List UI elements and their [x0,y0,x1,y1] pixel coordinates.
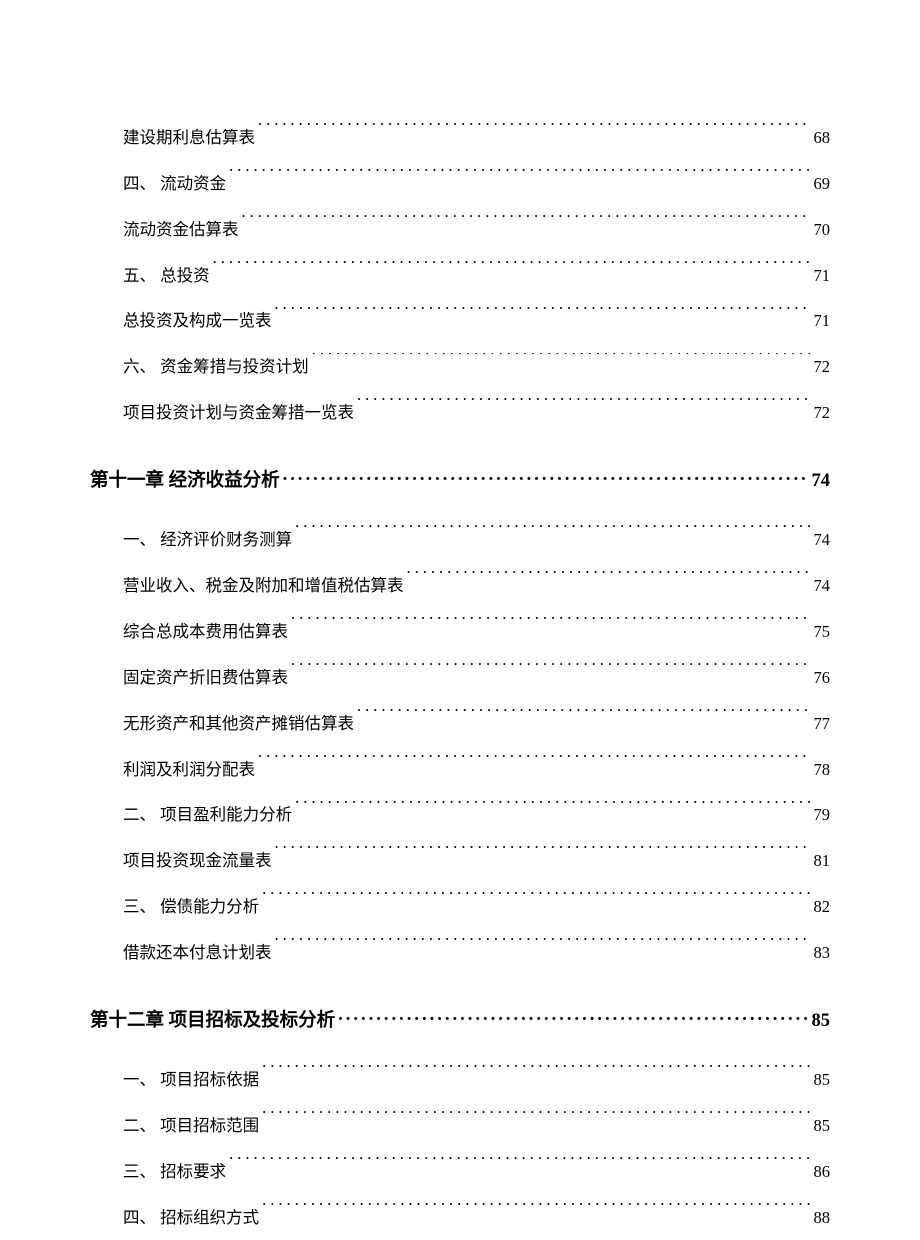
toc-page-number: 79 [814,792,831,838]
toc-entry: 四、 流动资金 69 [90,161,830,207]
toc-entry: 一、 项目招标依据 85 [90,1057,830,1103]
toc-page-number: 71 [814,298,831,344]
toc-entry-label: 一、 项目招标依据 [123,1057,259,1103]
toc-entry: 项目投资计划与资金筹措一览表 72 [90,390,830,436]
toc-entry: 流动资金估算表 70 [90,207,830,253]
toc-entry-label: 六、 资金筹措与投资计划 [123,344,309,390]
toc-page-number: 72 [814,344,831,390]
toc-page-number: 70 [814,207,831,253]
toc-entry: 三、 招标要求 86 [90,1149,830,1195]
toc-page-number: 75 [814,609,831,655]
toc-leader [357,709,811,729]
toc-leader [275,307,811,327]
toc-entry: 综合总成本费用估算表 75 [90,609,830,655]
toc-entry: 五、 总投资 71 [90,253,830,299]
toc-page-number: 85 [814,1057,831,1103]
toc-page-number: 74 [812,471,831,492]
toc-leader [407,571,811,591]
toc-page-number: 77 [814,701,831,747]
toc-entry-label: 五、 总投资 [123,253,210,299]
toc-entry-label: 项目投资现金流量表 [123,838,272,884]
toc-entry: 利润及利润分配表 78 [90,747,830,793]
toc-leader [258,755,811,775]
toc-entry-label: 建设期利息估算表 [123,115,255,161]
table-of-contents: 建设期利息估算表68四、 流动资金69流动资金估算表70五、 总投资71总投资及… [90,115,830,1240]
toc-entry: 营业收入、税金及附加和增值税估算表 74 [90,563,830,609]
toc-entry: 二、 项目招标范围 85 [90,1103,830,1149]
toc-entry-label: 利润及利润分配表 [123,747,255,793]
toc-leader [275,938,811,958]
toc-page-number: 88 [814,1195,831,1240]
toc-entry-label: 流动资金估算表 [123,207,239,253]
toc-entry-label: 项目投资计划与资金筹措一览表 [123,390,354,436]
toc-page-number: 69 [814,161,831,207]
toc-entry-label: 三、 偿债能力分析 [123,884,259,930]
toc-page-number: 68 [814,115,831,161]
toc-page-number: 74 [814,563,831,609]
toc-entry-label: 固定资产折旧费估算表 [123,655,288,701]
toc-leader [295,801,810,821]
toc-entry-label: 借款还本付息计划表 [123,930,272,976]
toc-leader [229,169,810,189]
toc-entry-label: 二、 项目招标范围 [123,1103,259,1149]
toc-leader [291,617,811,637]
toc-leader [262,1203,810,1223]
toc-entry: 三、 偿债能力分析 82 [90,884,830,930]
toc-leader [357,398,811,418]
toc-page-number: 72 [814,390,831,436]
toc-leader [291,663,811,683]
toc-entry-label: 一、 经济评价财务测算 [123,517,292,563]
toc-page-number: 78 [814,747,831,793]
toc-leader [262,892,810,912]
toc-entry: 借款还本付息计划表 83 [90,930,830,976]
toc-entry: 项目投资现金流量表 81 [90,838,830,884]
toc-entry-label: 第十一章 经济收益分析 [90,466,280,492]
toc-leader [312,353,811,373]
toc-entry: 建设期利息估算表 68 [90,115,830,161]
toc-entry-label: 无形资产和其他资产摊销估算表 [123,701,354,747]
toc-page-number: 83 [814,930,831,976]
toc-page-number: 71 [814,253,831,299]
toc-entry-label: 第十二章 项目招标及投标分析 [90,1006,335,1032]
toc-entry: 固定资产折旧费估算表 76 [90,655,830,701]
toc-entry: 二、 项目盈利能力分析 79 [90,792,830,838]
toc-entry: 无形资产和其他资产摊销估算表 77 [90,701,830,747]
toc-page-number: 85 [814,1103,831,1149]
toc-entry-label: 营业收入、税金及附加和增值税估算表 [123,563,404,609]
toc-entry-label: 四、 流动资金 [123,161,226,207]
toc-leader [229,1157,810,1177]
toc-entry: 总投资及构成一览表 71 [90,298,830,344]
toc-page-number: 86 [814,1149,831,1195]
toc-page-number: 82 [814,884,831,930]
toc-entry-label: 总投资及构成一览表 [123,298,272,344]
toc-leader [275,846,811,866]
toc-leader [338,1004,808,1026]
toc-entry: 第十一章 经济收益分析 74 [90,464,830,492]
toc-entry: 一、 经济评价财务测算 74 [90,517,830,563]
toc-leader [258,123,811,143]
toc-entry-label: 三、 招标要求 [123,1149,226,1195]
toc-leader [262,1065,810,1085]
toc-page-number: 81 [814,838,831,884]
toc-page-number: 74 [814,517,831,563]
toc-leader [283,464,809,486]
toc-entry-label: 二、 项目盈利能力分析 [123,792,292,838]
toc-page-number: 85 [812,1011,831,1032]
toc-entry: 第十二章 项目招标及投标分析 85 [90,1004,830,1032]
toc-leader [213,261,811,281]
toc-leader [295,525,810,545]
toc-entry-label: 综合总成本费用估算表 [123,609,288,655]
toc-page-number: 76 [814,655,831,701]
toc-entry: 六、 资金筹措与投资计划 72 [90,344,830,390]
toc-leader [262,1111,810,1131]
toc-entry: 四、 招标组织方式 88 [90,1195,830,1240]
toc-entry-label: 四、 招标组织方式 [123,1195,259,1240]
toc-leader [242,215,811,235]
